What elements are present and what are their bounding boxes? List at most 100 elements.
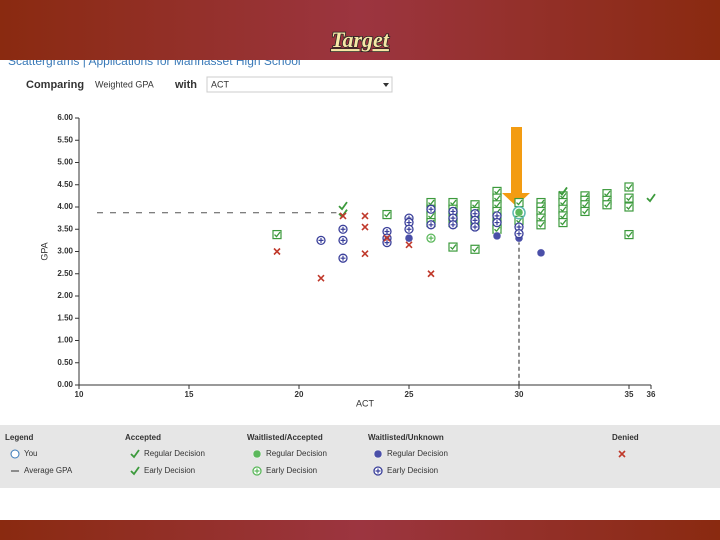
marker-x bbox=[361, 250, 369, 258]
marker-cross bbox=[340, 237, 346, 243]
marker-box bbox=[470, 244, 480, 254]
marker-check bbox=[472, 246, 479, 253]
marker-cross bbox=[318, 237, 324, 243]
y-tick-label: 1.50 bbox=[57, 313, 73, 322]
marker-cross bbox=[494, 213, 500, 219]
point bbox=[382, 237, 392, 248]
point bbox=[382, 209, 392, 220]
select-arrow bbox=[383, 83, 389, 87]
marker-x bbox=[361, 223, 369, 231]
marker-check bbox=[582, 208, 589, 215]
marker-cross bbox=[472, 224, 478, 230]
marker-x bbox=[383, 234, 391, 242]
marker-check bbox=[558, 186, 568, 196]
slide-header bbox=[0, 0, 720, 60]
point bbox=[492, 231, 502, 241]
x-axis-label: ACT bbox=[356, 398, 375, 408]
with-field[interactable]: ACT bbox=[211, 79, 230, 89]
y-tick-label: 6.00 bbox=[57, 113, 73, 122]
y-tick-label: 5.00 bbox=[57, 158, 73, 167]
marker-check bbox=[130, 449, 140, 459]
marker-x bbox=[273, 247, 281, 256]
x-tick-label: 25 bbox=[405, 390, 414, 399]
legend-group: Accepted bbox=[125, 433, 161, 442]
point bbox=[316, 235, 326, 246]
point bbox=[252, 466, 262, 476]
point bbox=[624, 193, 634, 203]
point bbox=[624, 229, 634, 240]
compare-field[interactable]: Weighted GPA bbox=[95, 79, 154, 89]
marker-check bbox=[626, 204, 633, 210]
marker-check bbox=[582, 201, 589, 208]
point bbox=[624, 202, 634, 212]
marker-check bbox=[604, 190, 611, 197]
marker-check bbox=[560, 192, 567, 199]
point bbox=[536, 220, 546, 230]
marker-x bbox=[361, 212, 369, 220]
marker-check bbox=[626, 195, 633, 202]
marker-check bbox=[384, 211, 391, 218]
marker-check bbox=[428, 199, 435, 206]
marker-box bbox=[602, 200, 612, 210]
legend-group: Waitlisted/Unknown bbox=[368, 433, 444, 442]
x-tick-label: 36 bbox=[647, 390, 656, 399]
marker-box bbox=[382, 209, 392, 220]
marker-check bbox=[450, 244, 457, 251]
marker-check bbox=[338, 201, 348, 211]
marker-box bbox=[558, 217, 568, 228]
point bbox=[382, 226, 392, 237]
marker-check bbox=[626, 231, 633, 238]
point bbox=[426, 220, 436, 230]
slide-title: Target bbox=[331, 27, 390, 52]
y-tick-label: 5.50 bbox=[57, 135, 73, 144]
marker-check bbox=[560, 206, 567, 213]
y-tick-label: 3.50 bbox=[57, 224, 73, 233]
marker-cross bbox=[384, 240, 390, 246]
point bbox=[624, 182, 634, 192]
point bbox=[338, 224, 348, 234]
marker-box bbox=[514, 197, 524, 208]
point bbox=[383, 234, 391, 242]
marker-cross bbox=[375, 468, 381, 474]
marker-check bbox=[560, 213, 567, 219]
select-box[interactable] bbox=[206, 76, 393, 93]
point bbox=[514, 208, 524, 217]
point bbox=[558, 217, 568, 228]
marker-cross bbox=[494, 220, 500, 226]
marker-cross bbox=[450, 222, 456, 228]
marker-circle bbox=[252, 449, 262, 459]
legend-average: Average GPA bbox=[24, 466, 73, 475]
point bbox=[404, 217, 414, 228]
point bbox=[580, 206, 590, 217]
legend-you: You bbox=[24, 449, 38, 458]
y-tick-label: 4.50 bbox=[57, 180, 73, 189]
marker-cross bbox=[516, 231, 522, 237]
marker-circle bbox=[404, 233, 414, 243]
y-tick-label: 4.00 bbox=[57, 202, 73, 211]
legend-entry: Early Decision bbox=[144, 466, 195, 475]
marker-cross bbox=[340, 255, 346, 261]
x-tick-label: 10 bbox=[75, 390, 84, 399]
marker-circle bbox=[373, 449, 383, 459]
slide-footer bbox=[0, 520, 720, 540]
x-tick-label: 35 bbox=[625, 390, 634, 399]
y-tick-label: 2.50 bbox=[57, 269, 73, 278]
marker-box bbox=[624, 193, 634, 203]
marker-cross bbox=[516, 224, 522, 230]
legend-title: Legend bbox=[5, 433, 34, 442]
marker-x bbox=[339, 212, 347, 220]
legend-entry: Regular Decision bbox=[144, 449, 205, 458]
marker-box bbox=[580, 206, 590, 217]
target-arrow bbox=[502, 127, 530, 206]
marker-check bbox=[604, 201, 611, 208]
marker-check bbox=[560, 199, 567, 206]
point bbox=[448, 242, 458, 252]
marker-check bbox=[494, 188, 501, 195]
marker-check bbox=[494, 201, 501, 208]
point bbox=[130, 466, 140, 476]
point bbox=[602, 200, 612, 210]
marker-cross bbox=[472, 211, 478, 217]
marker-check bbox=[428, 213, 435, 219]
marker-circle bbox=[492, 231, 502, 241]
marker-x bbox=[427, 270, 435, 278]
